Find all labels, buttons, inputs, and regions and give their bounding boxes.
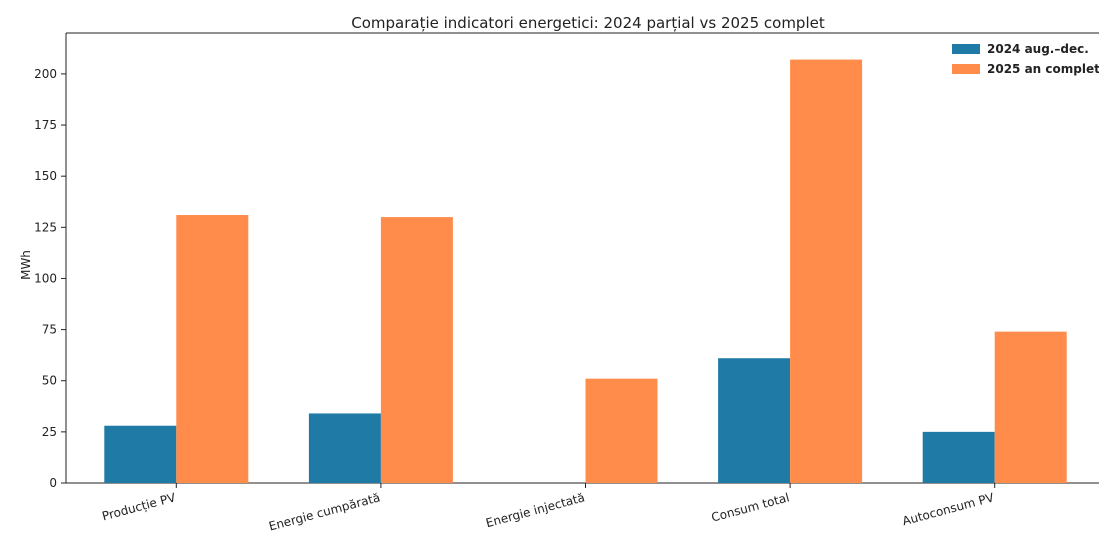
bar-series-2 xyxy=(790,59,863,483)
legend-label: 2025 an complet xyxy=(987,62,1099,76)
y-tick-label: 150 xyxy=(34,169,57,183)
bar-series-2 xyxy=(994,331,1067,483)
category-label: Energie cumpărată xyxy=(267,490,381,533)
category-label: Producție PV xyxy=(100,490,177,523)
y-tick-label: 200 xyxy=(34,67,57,81)
bar-series-2 xyxy=(176,215,249,483)
bar-series-1 xyxy=(922,431,995,483)
category-label: Autoconsum PV xyxy=(901,490,996,528)
legend-label: 2024 aug.–dec. xyxy=(987,42,1089,56)
y-tick-label: 25 xyxy=(42,425,57,439)
y-tick-label: 100 xyxy=(34,271,57,285)
y-tick-label: 125 xyxy=(34,220,57,234)
category-label: Energie injectată xyxy=(484,490,586,530)
y-tick-label: 0 xyxy=(49,476,57,490)
legend-swatch xyxy=(952,44,980,54)
legend-swatch xyxy=(952,64,980,74)
category-label: Consum total xyxy=(710,490,791,524)
bar-series-1 xyxy=(718,358,791,483)
y-tick-label: 175 xyxy=(34,118,57,132)
chart-title: Comparație indicatori energetici: 2024 p… xyxy=(351,14,825,32)
plot-area: 0 25 50 75 100 125 150 175 200 Producție PV Energi… xyxy=(34,32,1099,534)
bar-series-1 xyxy=(104,425,177,483)
y-tick-label: 75 xyxy=(42,323,57,337)
bar-series-2 xyxy=(585,378,658,483)
legend: 2024 aug.–dec. 2025 an complet xyxy=(952,42,1099,76)
y-tick-label: 50 xyxy=(42,374,57,388)
bar-series-1 xyxy=(308,413,381,483)
bar-series-2 xyxy=(380,217,453,483)
y-axis-label: MWh xyxy=(19,250,33,280)
